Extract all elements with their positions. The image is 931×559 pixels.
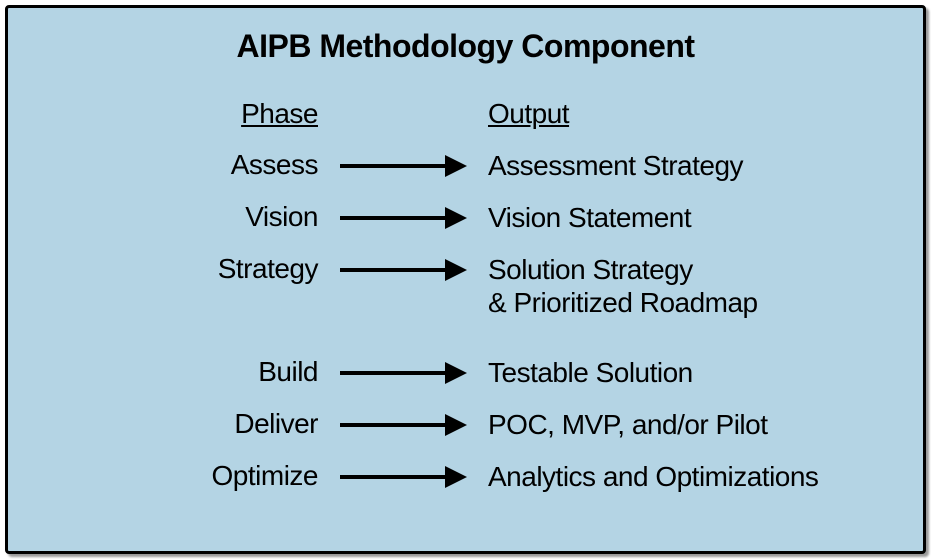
phase-cell: Vision <box>118 201 328 233</box>
rows-container: Assess Assessment Strategy Vision Vision St… <box>118 149 883 512</box>
output-header: Output <box>478 97 883 131</box>
arrow-right-icon <box>340 259 467 281</box>
arrow-right-icon <box>340 207 467 229</box>
phase-cell: Build <box>118 356 328 388</box>
arrow-cell <box>328 460 478 494</box>
arrow-right-icon <box>340 466 467 488</box>
output-cell: Solution Strategy& Prioritized Roadmap <box>478 253 883 320</box>
arrow-right-icon <box>340 155 467 177</box>
output-cell: POC, MVP, and/or Pilot <box>478 408 883 442</box>
phase-cell: Assess <box>118 149 328 181</box>
phase-header: Phase <box>118 98 328 130</box>
arrow-cell <box>328 201 478 235</box>
diagram-title: AIPB Methodology Component <box>48 28 883 65</box>
arrow-cell <box>328 253 478 287</box>
output-cell: Assessment Strategy <box>478 149 883 183</box>
table-row: Strategy Solution Strategy& Prioritized R… <box>118 253 883 320</box>
table-header-row: Phase Output <box>118 89 883 131</box>
group-separator <box>118 338 883 356</box>
phase-output-table: Phase Output Assess Assessment Strategy Vi… <box>48 89 883 512</box>
arrow-cell <box>328 408 478 442</box>
output-cell: Vision Statement <box>478 201 883 235</box>
table-row: Deliver POC, MVP, and/or Pilot <box>118 408 883 442</box>
arrow-cell <box>328 356 478 390</box>
table-row: Assess Assessment Strategy <box>118 149 883 183</box>
arrow-cell <box>328 149 478 183</box>
phase-cell: Strategy <box>118 253 328 285</box>
arrow-right-icon <box>340 362 467 384</box>
methodology-diagram: AIPB Methodology Component Phase Output … <box>5 5 926 554</box>
output-cell: Analytics and Optimizations <box>478 460 883 494</box>
header-spacer <box>328 89 478 123</box>
table-row: Optimize Analytics and Optimizations <box>118 460 883 494</box>
arrow-right-icon <box>340 414 467 436</box>
table-row: Build Testable Solution <box>118 356 883 390</box>
output-cell: Testable Solution <box>478 356 883 390</box>
phase-cell: Deliver <box>118 408 328 440</box>
table-row: Vision Vision Statement <box>118 201 883 235</box>
phase-cell: Optimize <box>118 460 328 492</box>
